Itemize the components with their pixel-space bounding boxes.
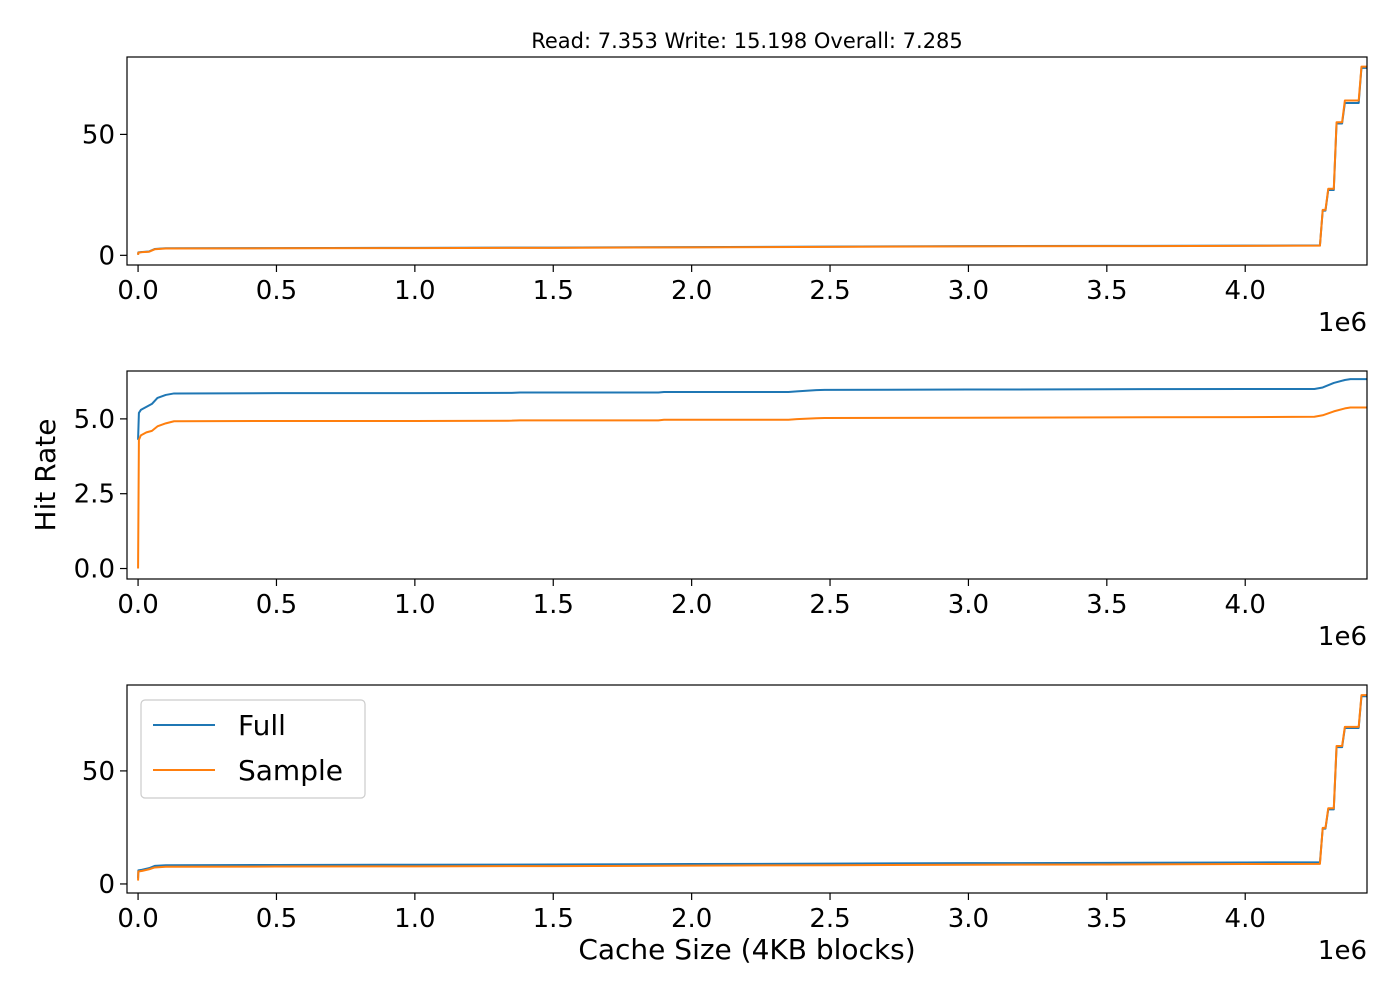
x-tick-label: 3.0 [948,276,989,306]
x-tick-label: 3.0 [948,904,989,934]
legend: Full Sample [140,699,366,799]
x-tick-label: 2.5 [809,590,850,620]
x-tick-label: 2.5 [809,276,850,306]
line-series-2-2 [137,406,1367,569]
y-axis-label: Hit Rate [29,419,62,532]
x-tick-label: 4.0 [1225,276,1266,306]
x-tick-label: 2.5 [809,904,850,934]
line-series-2-1 [137,65,1367,255]
x-offset-label: 1e6 [1318,308,1367,338]
x-tick-label: 3.5 [1086,276,1127,306]
series-group-3 [137,694,1367,881]
x-offset-label: 1e6 [1318,622,1367,652]
plot-frame-3 [126,684,1368,894]
x-tick-label: 3.0 [948,590,989,620]
plot-frame-2 [126,370,1368,580]
subplot-2: 0.0 0.5 1.0 1.5 2.0 2.5 3.0 3.5 4.0 0.0 2.5 5.0 1e6 H… [29,370,1368,652]
y-tick-label: 2.5 [74,480,115,510]
x-axis-label: Cache Size (4KB blocks) [578,933,915,966]
x-tick-label: 0.0 [117,276,158,306]
x-tick-label: 3.5 [1086,590,1127,620]
x-tick-label: 4.0 [1225,590,1266,620]
y-tick-label: 5.0 [74,405,115,435]
x-tick-label: 1.0 [394,276,435,306]
y-tick-label: 0 [98,870,115,900]
x-tick-label: 3.5 [1086,904,1127,934]
x-tick-label: 1.5 [533,904,574,934]
legend-entry: Sample [238,754,343,787]
x-tick-label: 0.0 [117,590,158,620]
series-group-1 [137,65,1367,255]
x-tick-label: 1.5 [533,590,574,620]
y-tick-label: 0 [98,241,115,271]
x-tick-label: 4.0 [1225,904,1266,934]
x-tick-label: 2.0 [671,590,712,620]
line-sample-3 [137,694,1367,881]
x-offset-label: 1e6 [1318,936,1367,966]
y-tick-label: 50 [82,757,115,787]
series-group-2 [137,378,1367,569]
y-tick-label: 50 [82,120,115,150]
legend-entry: Full [238,709,286,742]
line-series-1-1 [137,66,1367,255]
x-tick-label: 0.5 [256,904,297,934]
subplot-1: 0.0 0.5 1.0 1.5 2.0 2.5 3.0 3.5 4.0 0 50 1e6 Read: 7… [82,29,1368,338]
x-tick-label: 0.0 [117,904,158,934]
y-tick-label: 0.0 [74,555,115,585]
x-tick-label: 2.0 [671,904,712,934]
x-tick-label: 1.0 [394,590,435,620]
x-tick-label: 1.5 [533,276,574,306]
plot-frame-1 [126,56,1368,266]
line-series-1-2 [137,378,1367,440]
chart-title: Read: 7.353 Write: 15.198 Overall: 7.285 [531,29,963,53]
subplot-3: 0.0 0.5 1.0 1.5 2.0 2.5 3.0 3.5 4.0 0 50 1e6 Cache S… [82,684,1368,966]
x-tick-label: 2.0 [671,276,712,306]
x-tick-label: 1.0 [394,904,435,934]
x-tick-label: 0.5 [256,276,297,306]
x-tick-label: 0.5 [256,590,297,620]
